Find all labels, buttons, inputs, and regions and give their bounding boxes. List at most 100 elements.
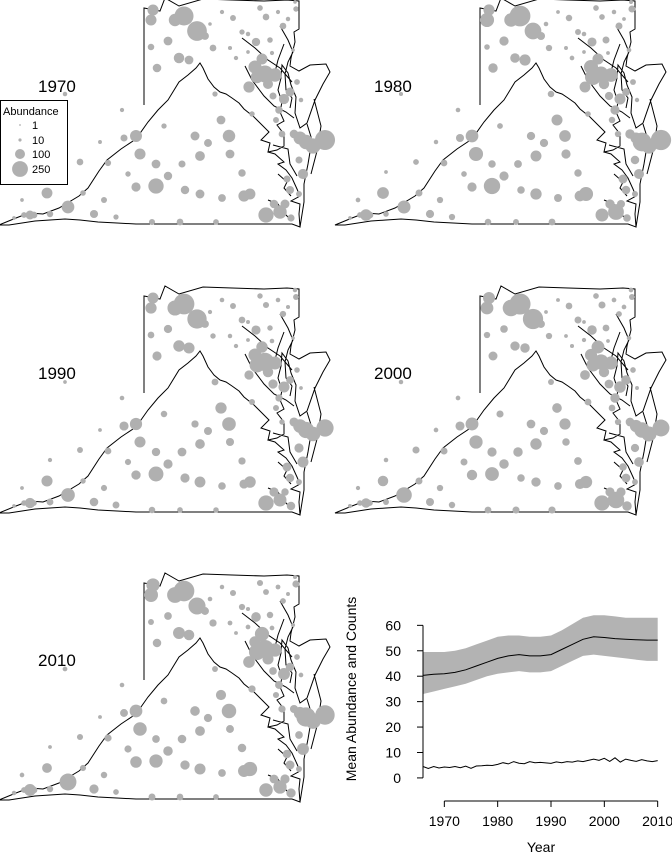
site-point <box>278 93 290 105</box>
site-point <box>218 769 226 777</box>
site-point <box>222 417 236 431</box>
site-point <box>225 149 235 159</box>
site-point <box>98 715 102 719</box>
site-point <box>268 68 282 82</box>
site-point <box>602 36 610 44</box>
site-point <box>591 340 605 354</box>
site-point <box>209 44 217 52</box>
site-point <box>294 367 300 373</box>
site-point <box>278 705 286 713</box>
site-point <box>176 793 184 801</box>
site-point <box>465 417 479 431</box>
site-point <box>605 199 615 209</box>
site-point <box>227 620 233 626</box>
site-point <box>581 337 587 343</box>
site-point <box>293 0 297 4</box>
site-point <box>245 606 251 612</box>
site-point <box>483 4 495 16</box>
mean-abundance-line <box>422 636 658 676</box>
site-point <box>47 457 53 463</box>
site-point <box>292 287 298 293</box>
panel-year-label: 2000 <box>374 364 412 383</box>
site-point <box>584 348 598 362</box>
y-tick-label: 60 <box>385 617 401 633</box>
site-point <box>248 685 256 693</box>
site-point <box>614 93 626 105</box>
site-point <box>574 457 582 465</box>
site-point <box>574 190 586 202</box>
site-point <box>295 156 303 164</box>
site-point <box>616 311 622 317</box>
site-point <box>42 763 52 773</box>
site-point <box>499 36 509 46</box>
site-point <box>239 29 245 35</box>
site-point <box>622 501 632 511</box>
site-point <box>273 117 279 123</box>
site-point <box>41 187 53 199</box>
site-point <box>89 784 99 794</box>
y-axis-title: Mean Abundance and Counts <box>343 597 359 781</box>
site-point <box>579 81 591 93</box>
site-point <box>77 447 83 453</box>
site-point <box>622 88 630 96</box>
site-point <box>293 294 299 300</box>
site-point <box>485 467 499 481</box>
site-point <box>286 592 290 596</box>
site-point <box>31 500 37 506</box>
site-point <box>227 333 233 339</box>
site-point <box>466 469 478 481</box>
site-point <box>190 706 200 716</box>
site-point <box>208 22 212 26</box>
site-point <box>233 55 239 61</box>
y-tick-label: 0 <box>393 770 401 786</box>
site-point <box>294 443 304 453</box>
site-point <box>19 772 25 778</box>
site-point <box>562 438 570 446</box>
site-point <box>611 9 617 15</box>
site-point <box>258 207 274 223</box>
site-point <box>582 50 586 54</box>
legend-symbol <box>19 124 21 126</box>
site-point <box>195 151 205 161</box>
site-point <box>216 115 226 125</box>
site-point <box>152 735 160 743</box>
site-point <box>598 366 610 378</box>
site-point <box>296 479 302 485</box>
site-point <box>297 743 309 755</box>
site-point <box>269 667 277 675</box>
site-point <box>455 421 465 431</box>
site-point <box>286 376 294 384</box>
x-axis-title: Year <box>527 839 556 855</box>
site-point <box>148 793 156 801</box>
site-point <box>608 116 616 124</box>
site-point <box>291 336 295 340</box>
x-tick-label: 1970 <box>429 813 460 829</box>
site-point <box>207 596 213 602</box>
site-point <box>611 297 617 303</box>
site-point <box>293 6 299 12</box>
site-point <box>113 789 119 795</box>
site-point <box>233 343 239 349</box>
site-point <box>176 218 184 226</box>
site-point <box>163 171 173 181</box>
site-point <box>294 654 300 660</box>
site-point <box>273 493 287 507</box>
site-point <box>415 477 423 485</box>
site-point <box>131 182 141 192</box>
site-point <box>238 457 246 465</box>
site-point <box>267 37 273 43</box>
site-point <box>148 506 156 514</box>
site-point <box>219 297 225 303</box>
site-point <box>436 484 444 492</box>
site-point <box>213 219 219 225</box>
site-point <box>292 574 298 580</box>
site-point <box>163 36 173 46</box>
site-point <box>164 612 172 620</box>
site-point <box>621 473 631 483</box>
site-point <box>256 579 264 587</box>
site-point <box>269 50 275 56</box>
panel-year-label: 1970 <box>38 77 76 96</box>
site-point <box>556 298 560 302</box>
site-point <box>269 92 277 100</box>
site-point <box>213 507 219 513</box>
